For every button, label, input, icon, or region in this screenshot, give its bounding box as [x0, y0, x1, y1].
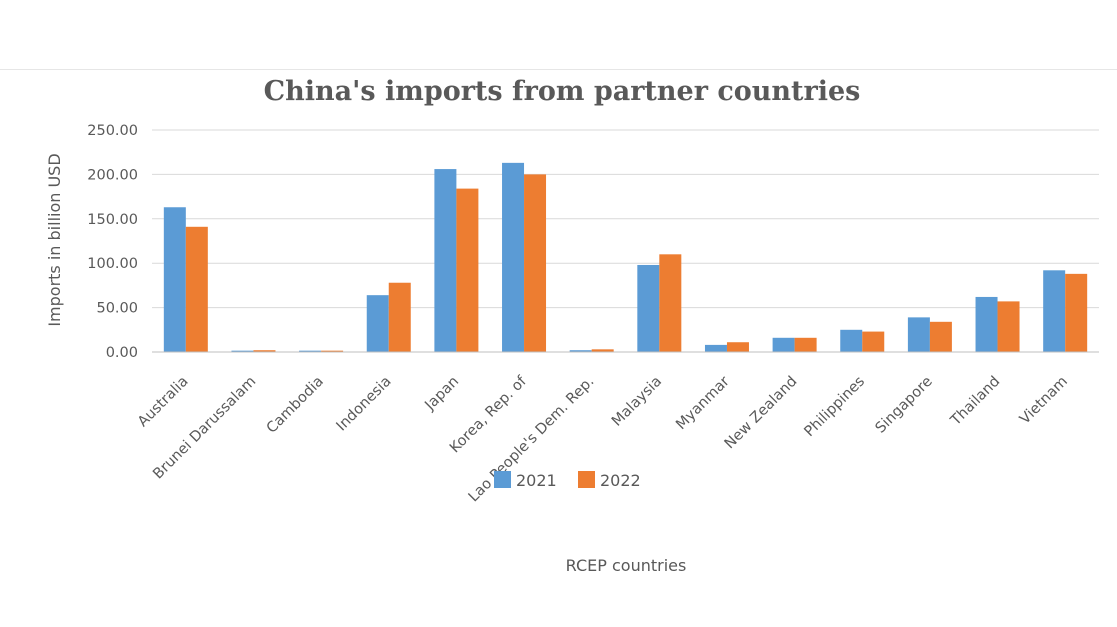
y-tick-label: 250.00: [87, 123, 138, 139]
legend-label-2022: 2022: [600, 471, 641, 490]
y-tick-label: 150.00: [87, 212, 138, 228]
x-tick-label: Philippines: [802, 374, 869, 441]
y-tick-label: 0.00: [106, 345, 138, 361]
bar-2021: [299, 350, 322, 352]
y-tick-label: 50.00: [96, 301, 138, 317]
bar-2022: [997, 301, 1020, 352]
x-tick-label: Myanmar: [673, 373, 733, 433]
x-tick-label: Indonesia: [334, 374, 395, 435]
legend-label-2021: 2021: [516, 471, 557, 490]
bar-2021: [907, 317, 930, 352]
bar-2022: [929, 321, 952, 352]
y-tick-label: 100.00: [87, 256, 138, 272]
x-tick-label: Thailand: [947, 374, 1003, 430]
axes: 0.00 50.00 100.00 150.00 200.00 250.00 Austral…: [87, 123, 1099, 505]
bar-2021: [569, 350, 592, 352]
bar-2021: [637, 264, 660, 352]
bar-2021: [704, 344, 727, 352]
bar-2021: [1043, 270, 1066, 352]
bar-2021: [434, 169, 457, 352]
x-tick-label: Australia: [135, 374, 192, 431]
bar-2021: [772, 337, 795, 352]
x-tick-label: Japan: [422, 374, 463, 415]
bar-2022: [1065, 273, 1088, 352]
legend-swatch-2021: [494, 471, 511, 488]
x-tick-label: Vietnam: [1017, 374, 1071, 428]
x-tick-label: Singapore: [873, 373, 936, 436]
x-tick-label: Cambodia: [264, 374, 327, 437]
bar-2022: [862, 331, 885, 352]
chart-title: China's imports from partner countries: [264, 76, 861, 107]
bar-2021: [366, 295, 389, 352]
bar-2022: [185, 226, 208, 352]
bar-2022: [726, 342, 749, 352]
bars: [163, 162, 1088, 352]
bar-2021: [502, 162, 525, 352]
bar-2022: [456, 188, 479, 352]
x-axis-title: RCEP countries: [566, 556, 687, 575]
bar-2021: [163, 207, 186, 352]
bar-2022: [794, 337, 817, 352]
bar-2022: [321, 350, 344, 352]
header-divider: [0, 69, 1117, 70]
legend-swatch-2022: [578, 471, 595, 488]
y-tick-label: 200.00: [87, 167, 138, 183]
bar-2022: [253, 350, 276, 352]
bar-2021: [840, 329, 863, 352]
bar-2021: [975, 296, 998, 352]
y-axis-title: Imports in billion USD: [45, 153, 64, 326]
x-tick-label: Malaysia: [609, 374, 665, 430]
bar-2022: [524, 174, 547, 352]
x-tick-label: New Zealand: [722, 374, 801, 453]
legend: 2021 2022: [494, 471, 641, 490]
bar-2021: [231, 350, 254, 352]
bar-2022: [659, 254, 682, 352]
gridlines: [152, 129, 1099, 309]
bar-2022: [388, 282, 411, 352]
bar-2022: [591, 349, 614, 352]
